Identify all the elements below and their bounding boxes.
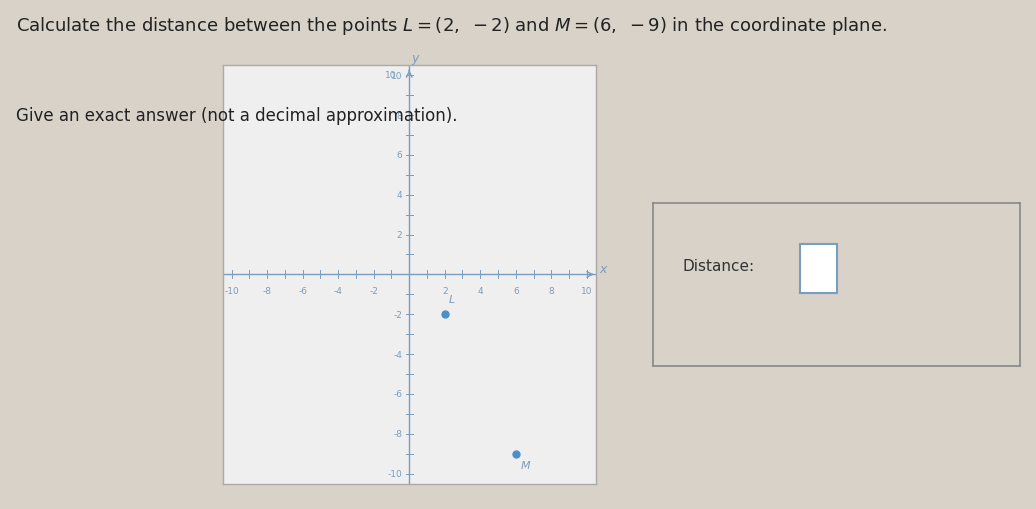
- Text: 8: 8: [397, 111, 402, 120]
- Text: x: x: [599, 263, 607, 275]
- Text: -10: -10: [387, 469, 402, 478]
- Text: -4: -4: [394, 350, 402, 359]
- Text: 4: 4: [478, 287, 483, 296]
- Text: -6: -6: [393, 389, 402, 399]
- Text: -2: -2: [394, 310, 402, 319]
- Bar: [800, 244, 837, 293]
- Text: Calculate the distance between the points $L=(2,\ -2)$ and $M=(6,\ -9)$ in the c: Calculate the distance between the point…: [16, 15, 887, 37]
- Text: y: y: [411, 52, 420, 65]
- Text: 6: 6: [397, 151, 402, 160]
- Text: 10: 10: [581, 287, 593, 296]
- Text: 2: 2: [442, 287, 448, 296]
- Text: 8: 8: [548, 287, 554, 296]
- Text: 4: 4: [397, 191, 402, 200]
- Text: 10: 10: [391, 72, 402, 80]
- Text: M: M: [521, 460, 530, 470]
- Text: -8: -8: [263, 287, 271, 296]
- Text: 10: 10: [385, 71, 397, 79]
- Text: Distance:: Distance:: [682, 258, 754, 273]
- Text: -10: -10: [224, 287, 239, 296]
- Text: 2: 2: [397, 231, 402, 240]
- Text: -8: -8: [393, 430, 402, 438]
- Text: 6: 6: [513, 287, 519, 296]
- Text: -4: -4: [334, 287, 343, 296]
- Text: L: L: [449, 295, 455, 305]
- Text: Give an exact answer (not a decimal approximation).: Give an exact answer (not a decimal appr…: [16, 107, 457, 125]
- Text: -2: -2: [369, 287, 378, 296]
- Text: -6: -6: [298, 287, 307, 296]
